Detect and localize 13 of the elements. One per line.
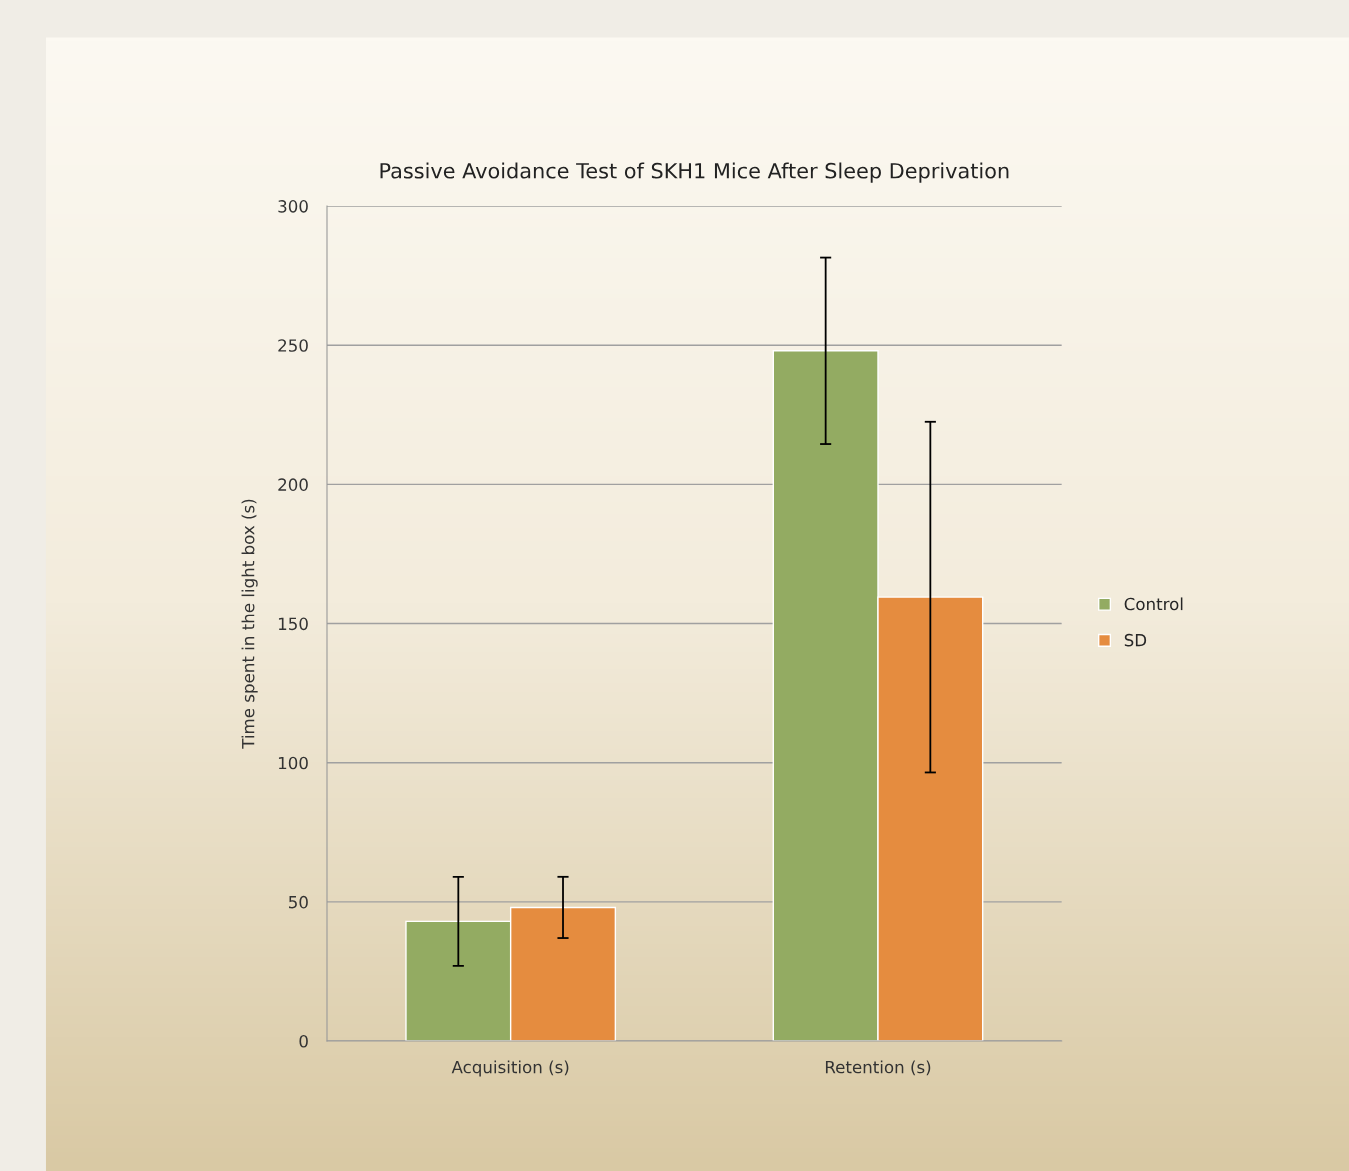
y-axis-title: Time spent in the light box (s) [241, 499, 258, 749]
y-tick-label: 300 [278, 200, 308, 213]
x-tick-label: Retention (s) [825, 1060, 931, 1076]
chart-title: Passive Avoidance Test of SKH1 Mice After Sleep Deprivation [380, 162, 1009, 183]
y-tick-label: 150 [278, 617, 308, 631]
y-tick-label: 250 [278, 339, 308, 352]
y-tick-label: 0 [299, 1034, 308, 1048]
y-tick-label: 50 [289, 895, 308, 909]
y-tick-label: 200 [278, 478, 308, 491]
y-tick-label: 100 [278, 756, 308, 770]
legend-label: SD [1124, 633, 1147, 647]
legend-label: Control [1124, 597, 1183, 611]
x-tick-label: Acquisition (s) [451, 1060, 569, 1077]
